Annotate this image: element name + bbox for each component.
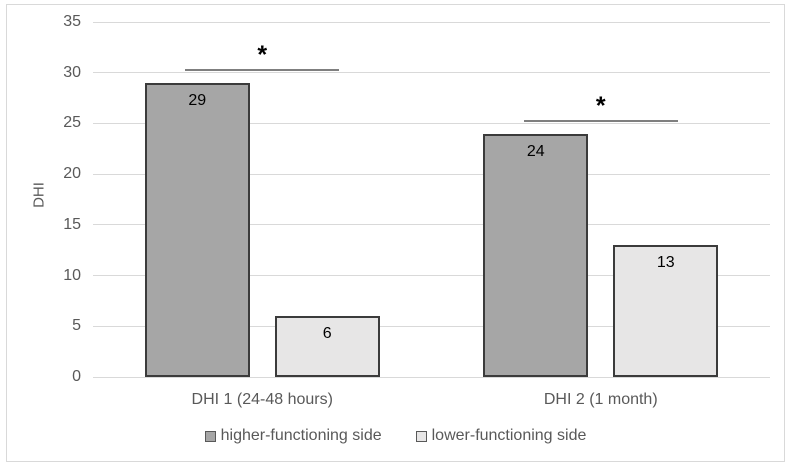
bar-value-label: 13 bbox=[656, 254, 675, 272]
bar-value-label: 6 bbox=[322, 325, 332, 343]
legend: higher-functioning side lower-functioning… bbox=[0, 427, 791, 445]
y-axis-title: DHI bbox=[30, 182, 48, 208]
y-axis-tick-label: 10 bbox=[63, 266, 81, 284]
legend-item: higher-functioning side bbox=[204, 427, 382, 445]
gridline bbox=[93, 224, 770, 226]
legend-label: lower-functioning side bbox=[431, 427, 587, 444]
gridline bbox=[93, 21, 770, 23]
legend-swatch-icon bbox=[415, 430, 427, 442]
y-axis-tick-label: 15 bbox=[63, 215, 81, 233]
x-axis-category-label: DHI 1 (24-48 hours) bbox=[191, 391, 333, 408]
legend-swatch-icon bbox=[204, 430, 216, 442]
y-axis-tick-label: 0 bbox=[72, 368, 81, 385]
y-axis-tick-label: 30 bbox=[63, 63, 81, 81]
significance-asterisk: * bbox=[257, 40, 268, 69]
bar-value-label: 29 bbox=[188, 91, 207, 109]
bar-higher-functioning-cat2: 24 bbox=[483, 133, 589, 377]
significance-line bbox=[523, 119, 678, 122]
gridline bbox=[93, 72, 770, 74]
gridline bbox=[93, 122, 770, 124]
y-axis-tick-label: 20 bbox=[63, 165, 81, 183]
bar-higher-functioning-cat1: 29 bbox=[144, 82, 250, 377]
gridline bbox=[93, 173, 770, 175]
bar-value-label: 24 bbox=[526, 142, 545, 160]
bar-lower-functioning-cat2: 13 bbox=[613, 245, 719, 377]
gridline bbox=[93, 376, 770, 378]
legend-label: higher-functioning side bbox=[220, 427, 382, 444]
significance-line bbox=[185, 68, 340, 71]
y-axis-tick-label: 5 bbox=[72, 317, 81, 335]
y-axis-tick-label: 25 bbox=[63, 114, 81, 132]
significance-asterisk: * bbox=[595, 91, 606, 120]
gridline bbox=[93, 275, 770, 277]
bar-lower-functioning-cat1: 6 bbox=[274, 316, 380, 377]
gridline bbox=[93, 325, 770, 327]
legend-item: lower-functioning side bbox=[415, 427, 587, 445]
x-axis-category-label: DHI 2 (1 month) bbox=[543, 391, 658, 408]
y-axis-tick-label: 35 bbox=[63, 13, 81, 30]
